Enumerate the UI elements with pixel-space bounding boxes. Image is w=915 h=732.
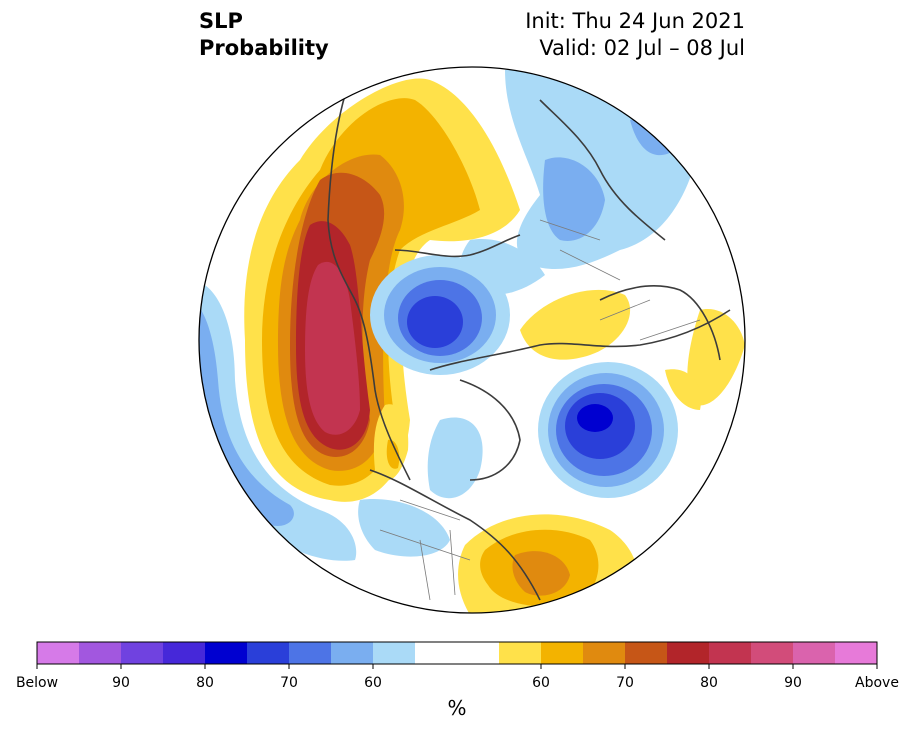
political-borders — [379, 219, 701, 601]
init-date: Init: Thu 24 Jun 2021 — [525, 9, 745, 33]
colorbar-cell — [835, 642, 878, 664]
colorbar-tick-label: 70 — [280, 675, 298, 691]
title-probability: Probability — [199, 36, 329, 60]
colorbar-cell — [457, 642, 500, 664]
warm-anomaly-pacific — [244, 78, 520, 502]
colorbar-cell — [121, 642, 164, 664]
colorbar-ticks — [36, 664, 878, 669]
colorbar-frame — [36, 641, 878, 665]
title-left: SLP Probability — [199, 8, 329, 62]
colorbar-cell — [163, 642, 206, 664]
colorbar-cell — [709, 642, 752, 664]
polar-map — [198, 66, 746, 614]
colorbar-cell — [583, 642, 626, 664]
colorbar-tick-label: Below — [15, 675, 59, 691]
colorbar-tick-label: 90 — [784, 675, 802, 691]
colorbar-tick-label: 90 — [112, 675, 130, 691]
title-right: Init: Thu 24 Jun 2021 Valid: 02 Jul – 08… — [525, 8, 745, 62]
colorbar-cell — [751, 642, 794, 664]
colorbar-cell — [37, 642, 80, 664]
colorbar-tick-label: 60 — [364, 675, 382, 691]
colorbar-cell — [541, 642, 584, 664]
colorbar — [36, 641, 878, 669]
colorbar-cell — [415, 642, 458, 664]
colorbar-unit: % — [447, 696, 467, 720]
warm-anomaly-europe — [520, 289, 745, 410]
low-centre-atlantic — [538, 362, 678, 498]
colorbar-cell — [247, 642, 290, 664]
colorbar-tick-label: Above — [855, 675, 899, 691]
colorbar-tick-label: 80 — [196, 675, 214, 691]
colorbar-cell — [205, 642, 248, 664]
title-variable: SLP — [199, 9, 243, 33]
cool-anomaly-north-america — [358, 417, 483, 557]
colorbar-cell — [331, 642, 374, 664]
colorbar-cell — [793, 642, 836, 664]
colorbar-tick-label: 60 — [532, 675, 550, 691]
coastlines — [327, 94, 741, 601]
colorbar-cell — [289, 642, 332, 664]
colorbar-tick-label: 80 — [700, 675, 718, 691]
warm-anomaly-canada-core — [386, 439, 400, 469]
colorbar-cell — [499, 642, 542, 664]
colorbar-cell — [79, 642, 122, 664]
low-centre-alaska — [370, 255, 510, 375]
colorbar-cells — [37, 642, 878, 664]
map-boundary — [198, 66, 746, 614]
colorbar-cell — [667, 642, 710, 664]
colorbar-cell — [625, 642, 668, 664]
colorbar-cell — [373, 642, 416, 664]
colorbar-tick-label: 70 — [616, 675, 634, 691]
valid-range: Valid: 02 Jul – 08 Jul — [539, 36, 745, 60]
